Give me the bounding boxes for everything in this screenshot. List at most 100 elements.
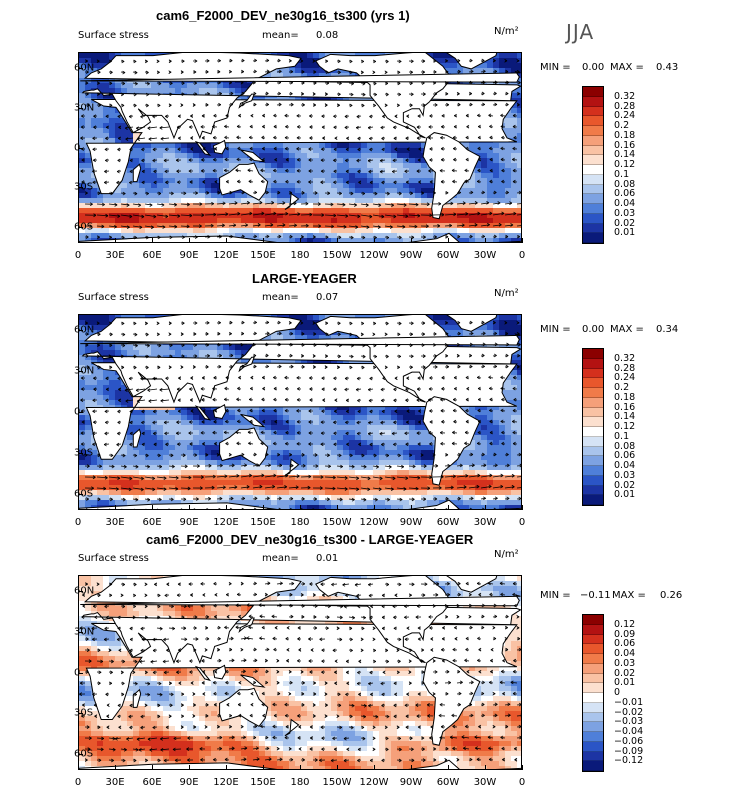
lat-tick bbox=[78, 591, 83, 593]
colorbar-swatch bbox=[583, 407, 603, 418]
colorbar-level-label: −0.02 bbox=[614, 706, 644, 718]
lon-tick bbox=[152, 238, 153, 243]
lat-tick bbox=[78, 672, 83, 674]
colorbar bbox=[582, 86, 604, 244]
colorbar-swatch bbox=[583, 644, 603, 654]
panel-model: Surface stress mean= 0.08 N/m² 60N30N030… bbox=[74, 26, 525, 261]
map bbox=[78, 575, 522, 770]
lon-tick-label: 60E bbox=[142, 250, 162, 261]
colorbar-swatch bbox=[583, 368, 603, 379]
lon-tick bbox=[300, 505, 301, 510]
colorbar-level-label: 0.28 bbox=[614, 100, 636, 112]
colorbar-swatch bbox=[583, 456, 603, 466]
colorbar-level-label: 0.04 bbox=[614, 198, 636, 209]
colorbar-level-label: 0.08 bbox=[614, 440, 636, 452]
season-label: JJA bbox=[566, 20, 595, 44]
units-label: N/m² bbox=[494, 549, 519, 560]
lon-tick-label: 0 bbox=[518, 250, 526, 261]
mean-label: mean= bbox=[262, 30, 299, 41]
colorbar-level-label: 0.01 bbox=[614, 677, 636, 689]
colorbar-swatch bbox=[583, 436, 603, 447]
colorbar-swatch bbox=[583, 213, 603, 224]
lon-tick bbox=[115, 505, 116, 510]
lon-tick-label: 60E bbox=[142, 517, 162, 528]
colorbar-swatch bbox=[583, 634, 603, 645]
colorbar-swatch bbox=[583, 204, 603, 214]
lon-tick bbox=[448, 505, 449, 510]
max-value: 0.26 bbox=[660, 590, 683, 601]
colorbar-level-label: 0.32 bbox=[614, 90, 636, 102]
lon-tick bbox=[337, 765, 338, 770]
colorbar-swatch bbox=[583, 495, 603, 505]
colorbar-level-label: −0.06 bbox=[614, 735, 644, 747]
max-label: MAX = bbox=[610, 62, 644, 73]
colorbar-level-label: 0.04 bbox=[614, 648, 636, 659]
lon-tick bbox=[189, 505, 190, 510]
colorbar-swatch bbox=[583, 624, 603, 635]
colorbar-level-label: 0.24 bbox=[614, 110, 636, 122]
mean-value: 0.08 bbox=[316, 30, 339, 41]
colorbar-swatch bbox=[583, 722, 603, 732]
colorbar-swatch bbox=[583, 165, 603, 175]
lon-tick bbox=[263, 505, 264, 510]
lat-tick bbox=[78, 452, 83, 454]
colorbar-level-label: 0.14 bbox=[614, 149, 636, 161]
max-label: MAX = bbox=[612, 590, 646, 601]
colorbar-level-label: 0.18 bbox=[614, 129, 636, 141]
colorbar-level-label: 0.2 bbox=[614, 382, 630, 393]
mean-value: 0.07 bbox=[316, 292, 339, 303]
colorbar-level-label: 0.12 bbox=[614, 618, 636, 630]
colorbar-level-label: −0.12 bbox=[614, 755, 644, 767]
map bbox=[78, 314, 522, 510]
colorbar-swatch bbox=[583, 378, 603, 388]
colorbar-level-label: 0 bbox=[614, 687, 621, 698]
colorbar-level-label: 0.01 bbox=[614, 227, 636, 239]
lon-tick-label: 120W bbox=[359, 250, 389, 261]
colorbar-level-label: −0.03 bbox=[614, 716, 644, 728]
lon-tick bbox=[263, 238, 264, 243]
colorbar-swatch bbox=[583, 174, 603, 185]
colorbar-swatch bbox=[583, 702, 603, 713]
variable-label: Surface stress bbox=[78, 292, 149, 303]
lon-tick-label: 60W bbox=[436, 250, 460, 261]
lon-tick bbox=[300, 765, 301, 770]
wind-stress-vectors bbox=[79, 581, 521, 763]
lon-tick-label: 30E bbox=[105, 777, 125, 788]
colorbar-level-label: −0.01 bbox=[614, 696, 644, 708]
lon-tick bbox=[374, 765, 375, 770]
lon-tick-label: 60W bbox=[436, 777, 460, 788]
colorbar-level-label: 0.18 bbox=[614, 391, 636, 403]
colorbar-swatch bbox=[583, 184, 603, 195]
colorbar-swatch bbox=[583, 145, 603, 156]
lon-tick bbox=[448, 238, 449, 243]
lon-tick-label: 0 bbox=[74, 517, 82, 528]
lon-tick-label: 30W bbox=[473, 517, 497, 528]
colorbar-swatch bbox=[583, 96, 603, 107]
lon-tick-label: 90W bbox=[399, 517, 423, 528]
colorbar-level-label: 0.12 bbox=[614, 421, 636, 432]
colorbar-level-label: 0.08 bbox=[614, 178, 636, 190]
colorbar-level-label: 0.03 bbox=[614, 207, 636, 219]
colorbar-swatch bbox=[583, 397, 603, 408]
lon-tick-label: 30W bbox=[473, 777, 497, 788]
lon-tick bbox=[522, 765, 523, 770]
lon-tick bbox=[374, 238, 375, 243]
colorbar-level-label: 0.02 bbox=[614, 217, 636, 229]
panel-obs: LARGE-YEAGER Surface stress mean= 0.07 N… bbox=[74, 271, 525, 528]
colorbar-swatch bbox=[583, 712, 603, 723]
lon-tick-label: 120E bbox=[213, 517, 239, 528]
lon-tick-label: 150W bbox=[322, 777, 352, 788]
colorbar-level-label: 0.24 bbox=[614, 372, 636, 384]
mean-label: mean= bbox=[262, 553, 299, 564]
colorbar-swatch bbox=[583, 615, 603, 625]
lon-tick-label: 120E bbox=[213, 250, 239, 261]
lon-tick bbox=[152, 505, 153, 510]
colorbar-level-label: 0.16 bbox=[614, 139, 636, 151]
colorbar-swatch bbox=[583, 116, 603, 126]
lon-tick-label: 180 bbox=[290, 250, 310, 261]
lat-tick bbox=[78, 753, 83, 755]
colorbar-level-label: −0.09 bbox=[614, 745, 644, 757]
panel-diff: cam6_F2000_DEV_ne30g16_ts300 - LARGE-YEA… bbox=[74, 532, 525, 788]
colorbar-level-label: 0.02 bbox=[614, 667, 636, 679]
colorbar-level-label: 0.03 bbox=[614, 469, 636, 481]
